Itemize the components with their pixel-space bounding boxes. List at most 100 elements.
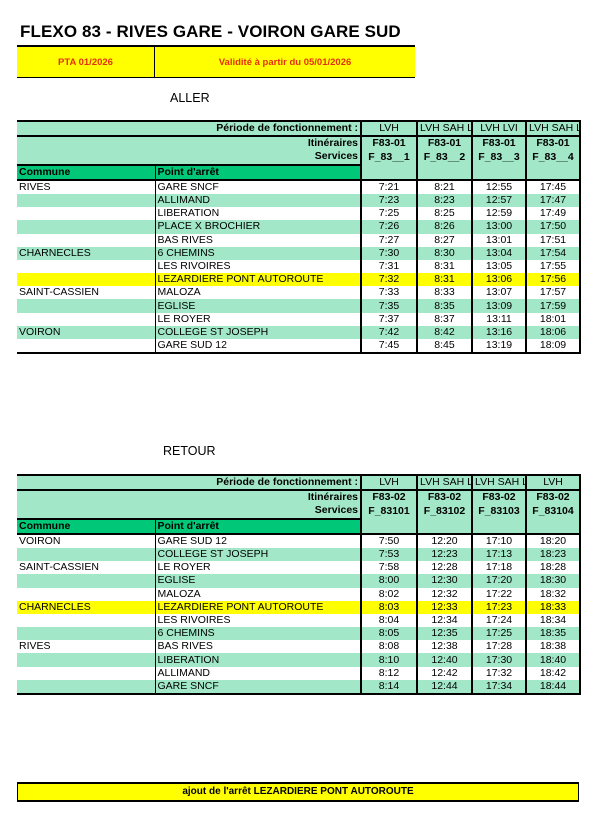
departure-time: 17:13 <box>471 547 527 562</box>
departure-time: 7:42 <box>360 325 418 339</box>
departure-time: 8:37 <box>416 312 473 326</box>
stop-name: PLACE X BROCHIER <box>154 220 362 234</box>
departure-time: 12:38 <box>416 640 473 654</box>
period-label: Période de fonctionnement : <box>17 119 362 137</box>
departure-time: 17:57 <box>525 286 582 300</box>
departure-time: 17:34 <box>471 679 527 696</box>
departure-time: 7:31 <box>360 259 418 274</box>
departure-time: 18:44 <box>525 679 582 696</box>
departure-time: 17:22 <box>471 587 527 601</box>
commune-cell <box>17 666 155 680</box>
departure-time: 17:23 <box>471 600 527 614</box>
stop-row: BAS RIVES 7:27 8:27 13:01 17:51 <box>17 233 582 247</box>
stop-name: BAS RIVES <box>154 233 362 247</box>
stop-row: LIBERATION 7:25 8:25 12:59 17:49 <box>17 207 582 221</box>
commune-header: Commune <box>17 517 155 534</box>
commune-cell <box>17 587 155 601</box>
stop-row: 6 CHEMINS 8:05 12:35 17:25 18:35 <box>17 627 582 641</box>
period-value: LVH SAH LVI SAI <box>416 473 473 491</box>
departure-time: 18:35 <box>525 627 582 641</box>
header-spacer <box>416 164 473 180</box>
stop-name: ALLIMAND <box>154 666 362 680</box>
departure-time: 13:16 <box>471 325 527 339</box>
departure-time: 17:59 <box>525 299 582 313</box>
commune-cell: SAINT-CASSIEN <box>17 286 155 300</box>
departure-time: 7:30 <box>360 246 418 260</box>
commune-cell <box>17 574 155 588</box>
departure-time: 17:49 <box>525 207 582 221</box>
departure-time: 17:24 <box>471 613 527 628</box>
departure-time: 18:38 <box>525 640 582 654</box>
departure-time: 17:20 <box>471 574 527 588</box>
departure-time: 18:09 <box>525 339 582 355</box>
commune-cell <box>17 220 155 234</box>
commune-cell: RIVES <box>17 178 155 194</box>
stop-row: VOIRON GARE SUD 12 7:50 12:20 17:10 18:20 <box>17 532 582 548</box>
header-spacer <box>471 164 527 180</box>
stop-name: LIBERATION <box>154 207 362 221</box>
stop-name: 6 CHEMINS <box>154 246 362 260</box>
service-code: F_83102 <box>416 504 473 519</box>
departure-time: 12:44 <box>416 679 473 696</box>
departure-time: 17:56 <box>525 273 582 287</box>
stop-row: MALOZA 8:02 12:32 17:22 18:32 <box>17 587 582 601</box>
itinerary-code: F83-02 <box>416 489 473 505</box>
period-value: LVH LVI <box>471 119 527 137</box>
departure-time: 18:34 <box>525 613 582 628</box>
commune-cell <box>17 233 155 247</box>
departure-time: 17:28 <box>471 640 527 654</box>
commune-cell <box>17 613 155 628</box>
itinerary-row: Itinéraires F83-01 F83-01 F83-01 F83-01 <box>17 135 582 151</box>
period-value: LVH SAH LVI SAI <box>525 119 582 137</box>
stop-row: GARE SNCF 8:14 12:44 17:34 18:44 <box>17 679 582 696</box>
stop-name: EGLISE <box>154 299 362 313</box>
service-code: F_83__1 <box>360 150 418 165</box>
departure-time: 12:32 <box>416 587 473 601</box>
stop-row: EGLISE 8:00 12:30 17:20 18:30 <box>17 574 582 588</box>
retour-heading: RETOUR <box>163 444 216 458</box>
service-row: Services F_83__1 F_83__2 F_83__3 F_83__4 <box>17 150 582 165</box>
departure-time: 8:21 <box>416 178 473 194</box>
service-label: Services <box>314 150 359 163</box>
departure-time: 17:25 <box>471 627 527 641</box>
departure-time: 18:01 <box>525 312 582 326</box>
departure-time: 8:31 <box>416 273 473 287</box>
itinerary-code: F83-01 <box>525 135 582 151</box>
page-title: FLEXO 83 - RIVES GARE - VOIRON GARE SUD <box>20 22 401 41</box>
departure-time: 13:11 <box>471 312 527 326</box>
departure-time: 17:55 <box>525 259 582 274</box>
stop-name: LES RIVOIRES <box>154 259 362 274</box>
stop-row: LE ROYER 7:37 8:37 13:11 18:01 <box>17 312 582 326</box>
departure-time: 13:19 <box>471 339 527 355</box>
commune-cell: SAINT-CASSIEN <box>17 561 155 575</box>
stop-name: BAS RIVES <box>154 640 362 654</box>
stop-name: LE ROYER <box>154 561 362 575</box>
departure-time: 12:40 <box>416 653 473 667</box>
departure-time: 12:23 <box>416 547 473 562</box>
departure-time: 8:12 <box>360 666 418 680</box>
departure-time: 12:57 <box>471 193 527 208</box>
stop-name: LE ROYER <box>154 312 362 326</box>
service-label: Services <box>314 504 359 517</box>
departure-time: 13:00 <box>471 220 527 234</box>
service-code: F_83__3 <box>471 150 527 165</box>
commune-cell: CHARNECLES <box>17 246 155 260</box>
itinerary-code: F83-01 <box>360 135 418 151</box>
header-spacer <box>471 518 527 534</box>
aller-heading: ALLER <box>170 91 210 105</box>
departure-time: 13:04 <box>471 246 527 260</box>
stop-row: PLACE X BROCHIER 7:26 8:26 13:00 17:50 <box>17 220 582 234</box>
commune-cell <box>17 193 155 208</box>
stop-row: CHARNECLES 6 CHEMINS 7:30 8:30 13:04 17:54 <box>17 246 582 260</box>
commune-cell <box>17 339 155 355</box>
departure-time: 8:31 <box>416 259 473 274</box>
departure-time: 17:32 <box>471 666 527 680</box>
departure-time: 7:37 <box>360 312 418 326</box>
stop-row: GARE SUD 12 7:45 8:45 13:19 18:09 <box>17 339 582 355</box>
stop-row: COLLEGE ST JOSEPH 7:53 12:23 17:13 18:23 <box>17 547 582 562</box>
departure-time: 7:50 <box>360 532 418 548</box>
header-spacer <box>416 518 473 534</box>
stop-row: VOIRON COLLEGE ST JOSEPH 7:42 8:42 13:16 18:0… <box>17 325 582 339</box>
commune-cell <box>17 273 155 287</box>
